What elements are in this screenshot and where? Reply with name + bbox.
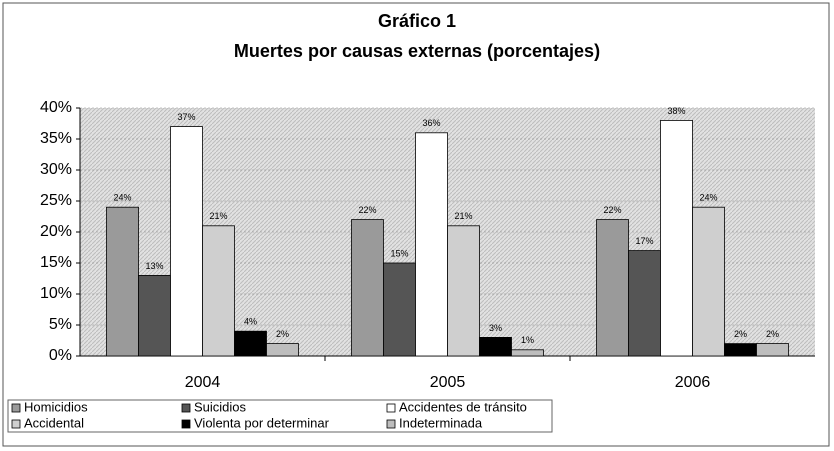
legend-swatch [181,403,191,413]
bar [756,343,789,357]
value-label: 36% [422,118,440,128]
value-label: 2% [734,329,747,339]
y-tick-label: 40% [40,99,72,116]
bar [596,219,629,357]
bar [692,206,725,357]
value-label: 21% [209,211,227,221]
y-tick-label: 35% [40,130,72,147]
chart-title: Gráfico 1 [378,11,456,31]
y-tick-label: 15% [40,254,72,271]
bar [479,336,512,357]
value-label: 38% [667,106,685,116]
legend-label: Suicidios [194,399,247,414]
legend-label: Homicidios [24,399,88,414]
value-label: 15% [390,248,408,258]
bar [447,225,480,357]
legend-swatch [11,403,21,413]
legend-label: Accidentes de tránsito [399,399,527,414]
chart-subtitle: Muertes por causas externas (porcentajes… [234,41,600,61]
value-label: 3% [489,323,502,333]
bar [628,250,661,357]
bar [266,343,299,357]
y-tick-label: 5% [49,316,72,333]
value-label: 4% [244,317,257,327]
bar [724,343,757,357]
x-tick-label: 2005 [430,374,466,391]
legend-box [7,399,553,433]
y-tick-label: 20% [40,223,72,240]
legend-swatch [181,419,191,429]
bar [351,219,384,357]
value-label: 22% [358,205,376,215]
y-tick-label: 10% [40,285,72,302]
bar [106,206,139,357]
bar [234,330,267,357]
y-tick-label: 0% [49,347,72,364]
value-label: 2% [276,329,289,339]
value-label: 2% [766,329,779,339]
value-label: 21% [454,211,472,221]
bar [660,120,693,357]
legend-swatch [11,419,21,429]
legend-swatch [386,419,396,429]
legend-label: Violenta por determinar [194,415,330,430]
bar [170,126,203,357]
value-label: 24% [699,193,717,203]
value-label: 24% [113,193,131,203]
legend-swatch [386,403,396,413]
bar [202,225,235,357]
value-label: 1% [521,335,534,345]
x-tick-label: 2006 [675,374,711,391]
y-tick-label: 25% [40,192,72,209]
bar [415,132,448,357]
bar [383,262,416,357]
value-label: 13% [145,261,163,271]
legend-label: Accidental [24,415,84,430]
y-tick-label: 30% [40,161,72,178]
x-tick-label: 2004 [185,374,221,391]
value-label: 37% [177,112,195,122]
value-label: 22% [603,205,621,215]
bar [138,274,171,357]
bar [511,349,544,357]
legend-label: Indeterminada [399,415,483,430]
value-label: 17% [635,236,653,246]
